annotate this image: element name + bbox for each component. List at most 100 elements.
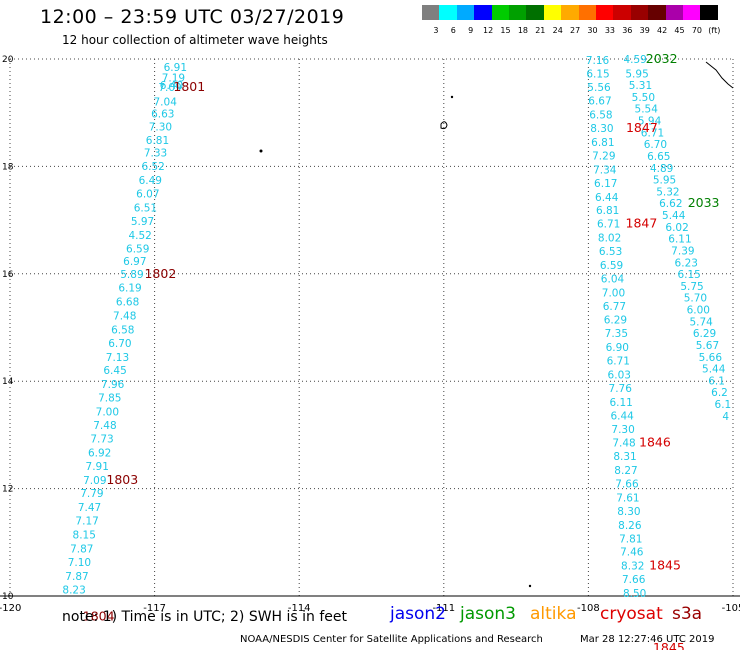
color-swatch — [665, 5, 683, 20]
y-tick-label: 20 — [2, 55, 14, 65]
color-swatch — [491, 5, 509, 20]
color-swatch — [700, 5, 718, 20]
color-swatch — [630, 5, 649, 20]
footer-date: Mar 28 12:27:46 UTC 2019 — [580, 634, 715, 645]
wave-height-value: 5.74 — [689, 316, 713, 328]
wave-height-value: 6.70 — [108, 338, 131, 350]
wave-height-value: 6.63 — [151, 109, 174, 121]
wave-height-value: 6.65 — [647, 151, 670, 163]
wave-height-value: 7.09 — [158, 82, 181, 94]
wave-height-value: 6.45 — [103, 365, 126, 377]
island-mark — [450, 95, 454, 99]
island-mark — [259, 149, 263, 153]
wave-height-value: 6.92 — [88, 447, 111, 459]
wave-height-value: 6.1 — [715, 399, 732, 411]
color-scale-label: 3 — [433, 26, 439, 35]
pass-time-label: 1802 — [144, 266, 176, 281]
wave-height-value: 8.26 — [618, 520, 642, 532]
wave-height-value: 6.59 — [126, 243, 149, 255]
wave-height-value: 7.13 — [106, 352, 129, 364]
wave-height-value: 7.66 — [622, 574, 646, 586]
color-swatch — [543, 5, 562, 20]
wave-height-value: 8.30 — [617, 506, 640, 518]
wave-height-value: 7.48 — [612, 438, 635, 450]
wave-height-value: 6.19 — [118, 283, 141, 295]
wave-height-value: 5.94 — [638, 116, 662, 128]
wave-height-value: 7.00 — [96, 407, 119, 419]
color-swatch — [561, 5, 579, 20]
pass-time-label: 1847 — [626, 120, 658, 135]
wave-height-value: 6.81 — [596, 205, 619, 217]
wave-height-value: 6.90 — [606, 342, 629, 354]
wave-height-value: 6.58 — [111, 324, 134, 336]
color-swatch — [456, 5, 475, 20]
color-scale-label: 70 — [691, 26, 702, 35]
wave-height-value: 7.00 — [602, 287, 625, 299]
wave-height-value: 6.29 — [604, 315, 627, 327]
wave-height-value: 5.89 — [120, 269, 143, 281]
wave-height-value: 5.50 — [632, 92, 655, 104]
color-swatch — [422, 5, 440, 20]
wave-height-value: 8.27 — [614, 465, 637, 477]
wave-height-value: 6.52 — [141, 161, 164, 173]
color-scale-label: 15 — [500, 26, 511, 35]
color-scale-label: 33 — [604, 26, 615, 35]
color-scale-label: 24 — [552, 26, 563, 35]
wave-height-value: 5.54 — [635, 104, 659, 116]
wave-height-value: 6.44 — [610, 410, 634, 422]
wave-height-value: 6.58 — [589, 110, 612, 122]
wave-height-value: 6.71 — [607, 356, 630, 368]
pass-time-label: 1804 — [83, 609, 115, 624]
color-scale-bar: 3 6 9 12 15 18 21 24 27 30 33 36 39 42 45 70 (ft) — [422, 5, 720, 37]
wave-height-value: 6.17 — [594, 178, 617, 190]
x-tick-label: -108 — [577, 603, 600, 614]
wave-height-value: 6.77 — [603, 301, 626, 313]
wave-height-value: 6.11 — [609, 397, 632, 409]
wave-height-value: 6.71 — [597, 219, 620, 231]
pass-time-label: 1847 — [626, 216, 658, 231]
color-scale-label: 45 — [674, 26, 685, 35]
wave-height-value: 6.49 — [139, 175, 162, 187]
legend-jason2: jason2 — [390, 604, 446, 624]
color-scale-label: 36 — [622, 26, 633, 35]
wave-height-value: 7.87 — [70, 544, 93, 556]
wave-height-value: 4.52 — [128, 230, 151, 242]
wave-height-value: 7.96 — [101, 379, 125, 391]
wave-height-value: 6.67 — [588, 96, 611, 108]
wave-height-value: 4.89 — [650, 163, 673, 175]
wave-height-value: 7.33 — [144, 148, 167, 160]
y-tick-label: 12 — [2, 485, 13, 495]
wave-height-value: 6.2 — [711, 387, 728, 399]
wave-height-value: 7.48 — [93, 420, 116, 432]
wave-height-value: 6.23 — [675, 257, 698, 269]
color-scale-label: 27 — [570, 26, 581, 35]
legend-altika: altika — [530, 604, 577, 624]
wave-height-value: 8.31 — [613, 451, 636, 463]
wave-height-value: 7.30 — [611, 424, 634, 436]
wave-height-value: 5.66 — [699, 352, 723, 364]
color-swatch — [578, 5, 596, 20]
wave-height-value: 6.62 — [659, 198, 682, 210]
wave-height-value: 6.07 — [136, 189, 159, 201]
pass-time-label: 1845 — [653, 640, 685, 650]
pass-time-label: 1846 — [639, 435, 671, 450]
color-swatch — [683, 5, 701, 20]
pass-time-label: 1801 — [173, 79, 205, 94]
wave-height-value: 6.03 — [608, 370, 631, 382]
wave-height-value: 8.50 — [623, 588, 646, 600]
y-tick-label: 16 — [2, 270, 14, 280]
color-scale-label: 12 — [483, 26, 494, 35]
wave-height-value: 6.71 — [641, 127, 664, 139]
wave-height-value: 7.34 — [593, 164, 617, 176]
wave-height-value: 7.91 — [86, 461, 109, 473]
wave-height-value: 7.35 — [605, 328, 628, 340]
wave-height-value: 8.02 — [598, 233, 621, 245]
wave-height-value: 5.44 — [702, 364, 726, 376]
color-swatch — [439, 5, 457, 20]
color-swatch — [526, 5, 544, 20]
wave-height-value: 6.1 — [708, 375, 725, 387]
wave-height-value: 5.95 — [653, 175, 676, 187]
wave-height-value: 7.29 — [592, 150, 615, 162]
pass-time-label: 2033 — [688, 195, 720, 210]
island-mark — [440, 121, 448, 130]
